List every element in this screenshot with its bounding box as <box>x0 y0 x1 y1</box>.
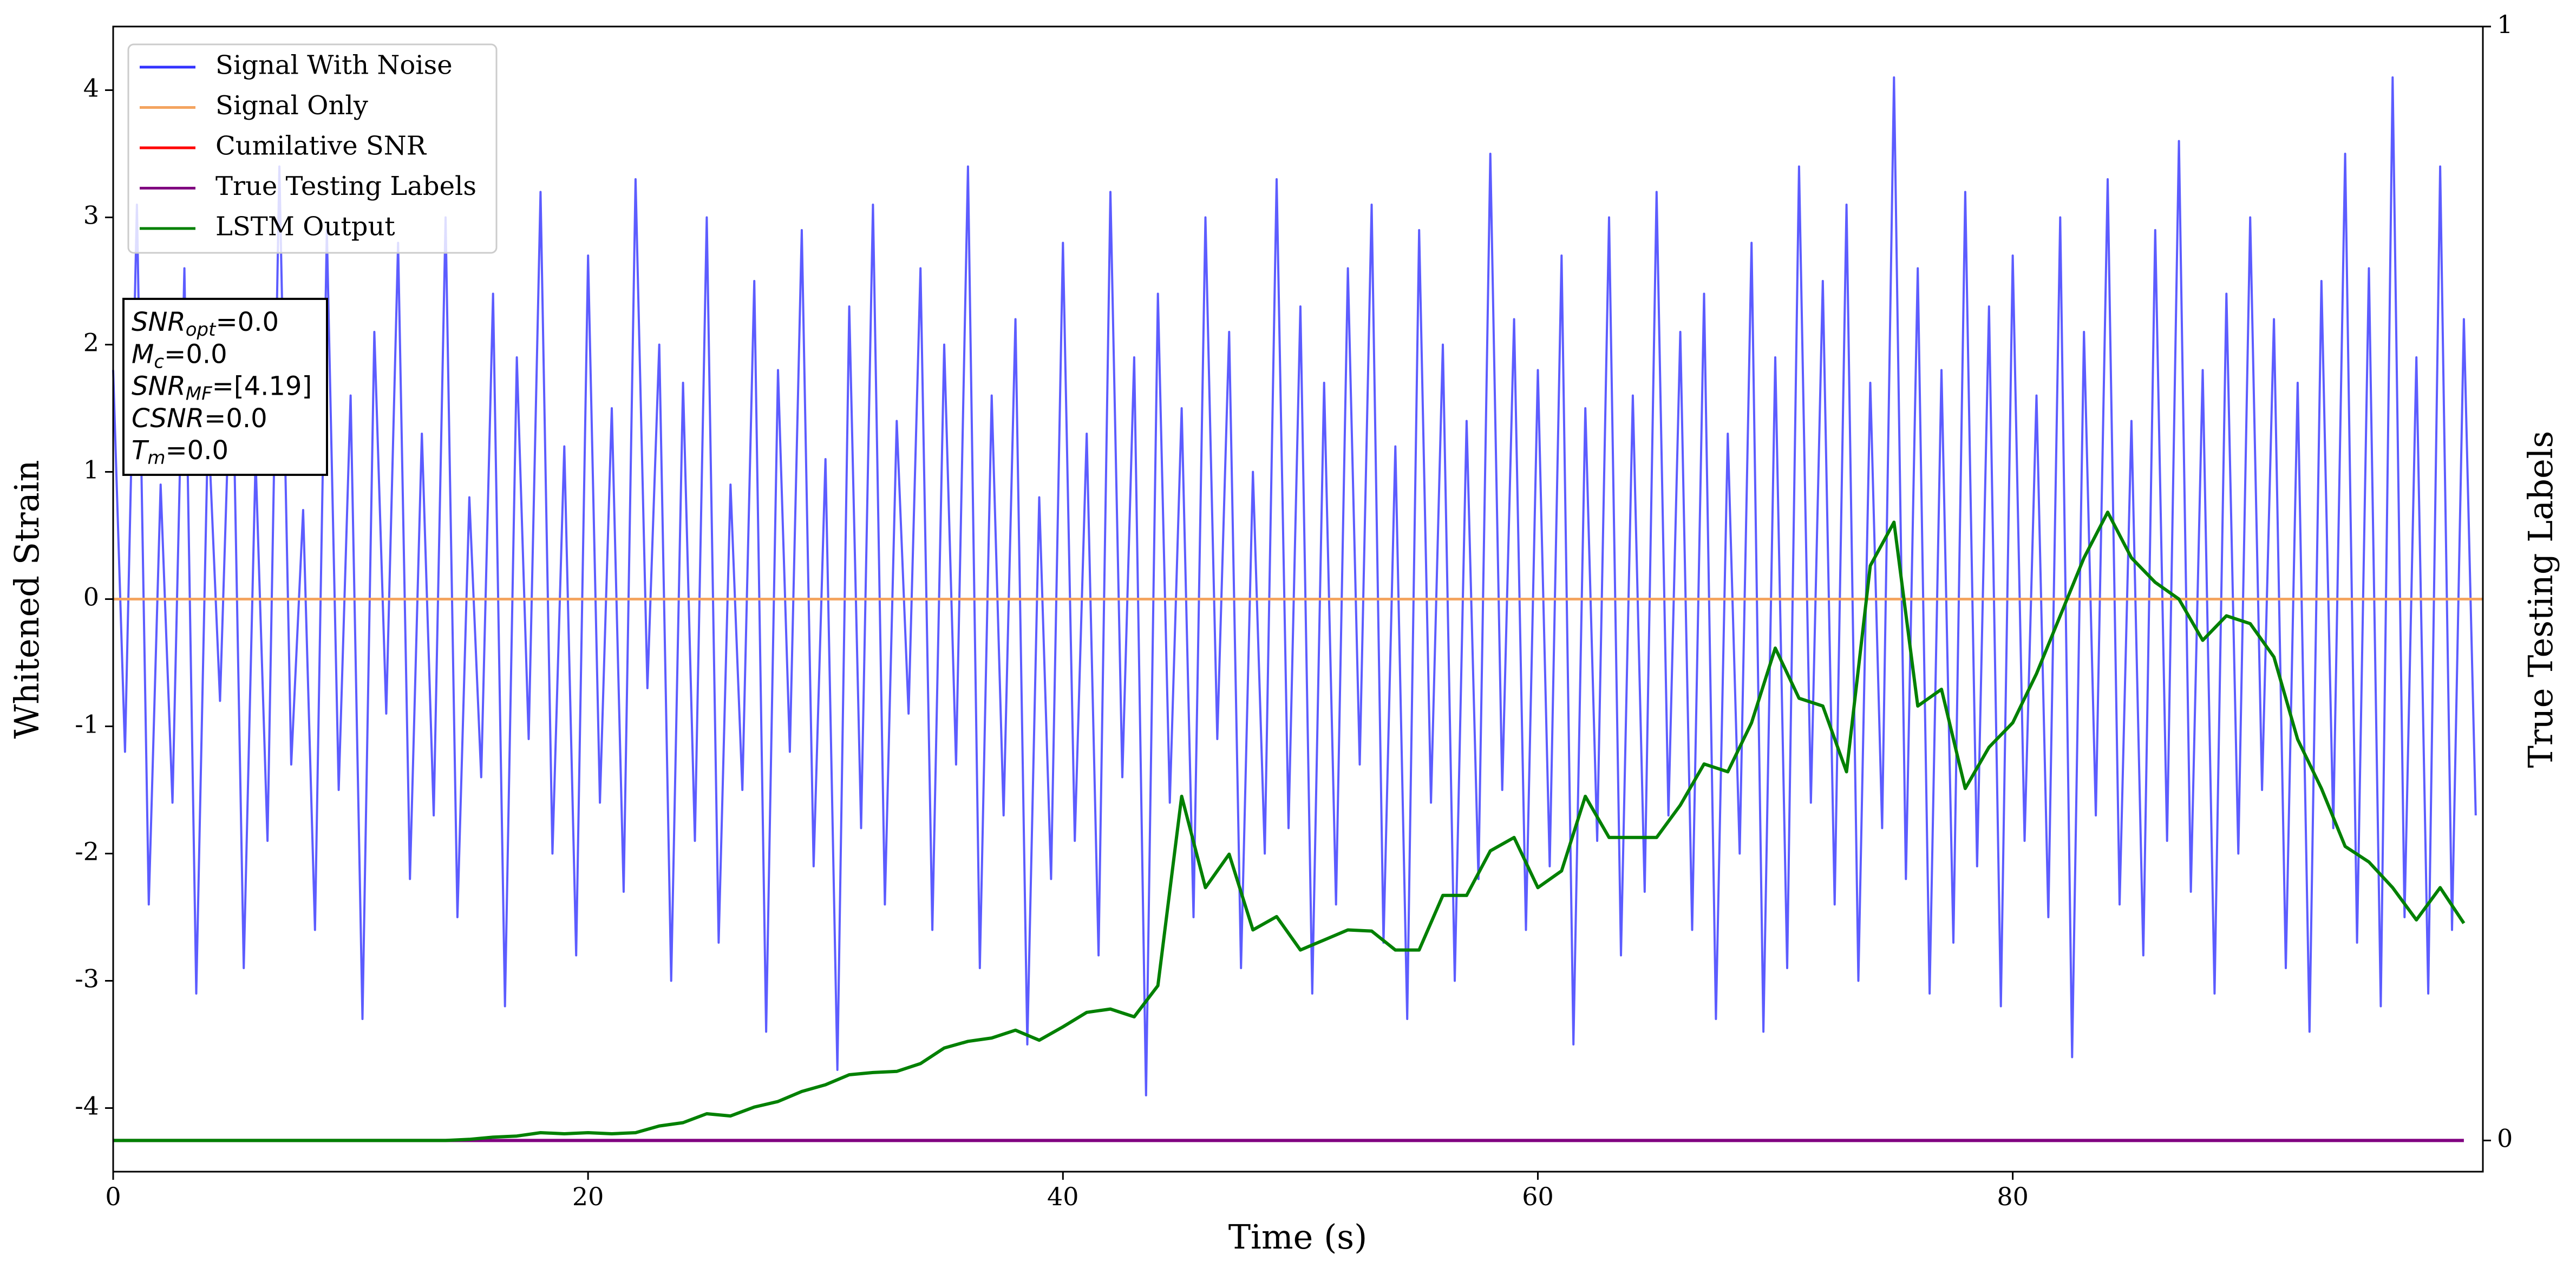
y2-tick-label: 1 <box>2497 10 2513 39</box>
annotation-value: =0.0 <box>204 403 267 434</box>
legend-label: LSTM Output <box>215 212 395 242</box>
legend-frame <box>127 43 498 254</box>
x-axis-label: Time (s) <box>1228 1217 1368 1257</box>
legend-label: Cumilative SNR <box>215 131 427 161</box>
annotation-symbol: T <box>132 435 149 466</box>
y-tick-label: 4 <box>83 74 99 103</box>
annotation-symbol: SNR <box>132 307 186 337</box>
x-tick-label: 80 <box>1997 1182 2029 1211</box>
annotation-subscript: MF <box>186 383 212 404</box>
annotation-subscript: opt <box>186 319 217 341</box>
annotation-line: Tm=0.0 <box>132 435 228 469</box>
y-tick-label: -2 <box>75 837 99 866</box>
annotation-symbol: CSNR <box>132 403 204 434</box>
plot-area <box>112 76 2483 1142</box>
annotation-line: SNRMF=[4.19] <box>132 371 312 405</box>
y2-axis-label: True Testing Labels <box>2521 431 2560 768</box>
y-tick-label: -3 <box>75 964 99 994</box>
y-axis-label: Whitened Strain <box>7 460 47 739</box>
x-tick-label: 0 <box>105 1182 121 1211</box>
y-tick-label: 3 <box>83 201 99 230</box>
series-line <box>113 511 2466 1142</box>
y-tick-label: 1 <box>83 455 99 485</box>
y-tick-label: 0 <box>83 583 99 612</box>
y2-tick-label: 0 <box>2497 1123 2513 1153</box>
legend-label: Signal With Noise <box>215 50 453 81</box>
annotation-symbol: SNR <box>132 371 186 402</box>
annotation-value: =0.0 <box>164 339 227 369</box>
x-tick-label: 60 <box>1522 1182 1554 1211</box>
annotation-line: Mc=0.0 <box>132 339 227 373</box>
annotation-frame <box>122 298 328 476</box>
annotation-subscript: m <box>147 447 165 469</box>
annotation-value: =[4.19] <box>212 371 312 402</box>
annotation-subscript: c <box>154 351 164 373</box>
y-tick-label: 2 <box>83 328 99 357</box>
y-tick-label: -4 <box>75 1092 99 1121</box>
annotation-symbol: M <box>132 339 154 369</box>
x-tick-label: 40 <box>1047 1182 1079 1211</box>
annotation-value: =0.0 <box>165 435 228 466</box>
legend-label: Signal Only <box>215 90 368 121</box>
annotation-line: SNRopt=0.0 <box>132 307 279 341</box>
annotation-line: CSNR=0.0 <box>132 403 267 434</box>
series-line <box>112 76 2477 1096</box>
legend-label: True Testing Labels <box>215 171 476 201</box>
x-tick-label: 20 <box>572 1182 604 1211</box>
y-tick-label: -1 <box>75 710 99 739</box>
annotation-box: SNRopt=0.0Mc=0.0SNRMF=[4.19]CSNR=0.0Tm=0… <box>122 298 328 476</box>
legend: Signal With Noise Signal Only Cumilative S… <box>127 43 498 254</box>
annotation-value: =0.0 <box>215 307 279 337</box>
